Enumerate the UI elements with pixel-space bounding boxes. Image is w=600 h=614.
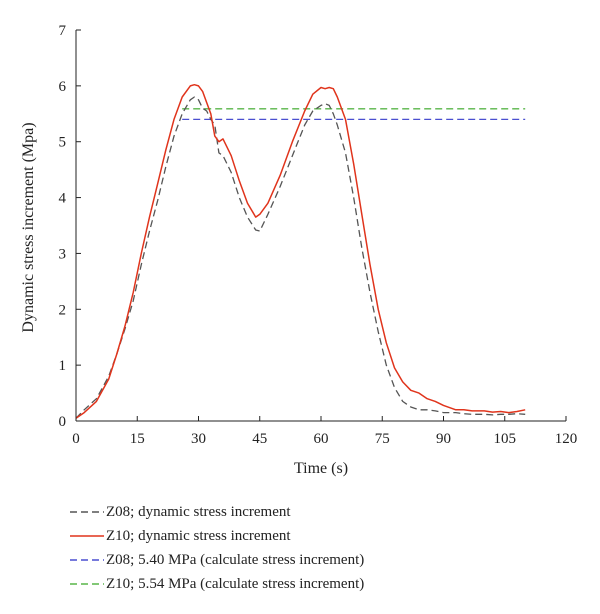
legend-swatch xyxy=(70,535,104,537)
plot-lines xyxy=(75,83,526,419)
legend-swatch xyxy=(70,511,104,513)
x-tick-label: 75 xyxy=(375,431,390,447)
x-tick-label: 30 xyxy=(191,431,206,447)
legend-item: Z08; 5.40 MPa (calculate stress incremen… xyxy=(70,548,364,572)
y-tick-label: 7 xyxy=(59,23,67,39)
y-tick-label: 3 xyxy=(59,246,67,262)
x-tick-label: 0 xyxy=(72,431,80,447)
legend-label: Z08; dynamic stress increment xyxy=(106,504,291,520)
x-tick-label: 90 xyxy=(436,431,451,447)
legend-label: Z08; 5.40 MPa (calculate stress incremen… xyxy=(106,552,365,568)
x-tick-label: 15 xyxy=(130,431,145,447)
legend-swatch xyxy=(70,583,104,585)
x-tick-label: 60 xyxy=(314,431,329,447)
legend-label: Z10; dynamic stress increment xyxy=(106,528,291,544)
legend-item: Z08; dynamic stress increment xyxy=(70,500,364,524)
y-axis-title: Dynamic stress increment (Mpa) xyxy=(20,122,37,332)
legend-item: Z10; dynamic stress increment xyxy=(70,524,364,548)
legend: Z08; dynamic stress increment Z10; dynam… xyxy=(70,500,364,596)
series-line-1 xyxy=(75,83,526,419)
y-ticks: 0 1 2 3 4 5 6 7 xyxy=(59,23,81,430)
legend-label: Z10; 5.54 MPa (calculate stress incremen… xyxy=(106,576,365,592)
y-tick-label: 2 xyxy=(59,302,67,318)
series-line-0 xyxy=(75,96,526,419)
y-tick-label: 4 xyxy=(59,191,67,207)
legend-swatch xyxy=(70,559,104,561)
x-tick-label: 45 xyxy=(252,431,267,447)
y-tick-label: 1 xyxy=(59,358,67,374)
x-tick-label: 105 xyxy=(494,431,517,447)
x-tick-label: 120 xyxy=(555,431,578,447)
y-tick-label: 6 xyxy=(59,79,67,95)
x-ticks: 0 15 30 45 60 75 90 105 120 xyxy=(72,416,577,447)
x-axis-title: Time (s) xyxy=(294,460,348,477)
legend-item: Z10; 5.54 MPa (calculate stress incremen… xyxy=(70,572,364,596)
axes xyxy=(75,30,566,422)
y-tick-label: 5 xyxy=(59,135,67,151)
y-tick-label: 0 xyxy=(59,414,67,430)
